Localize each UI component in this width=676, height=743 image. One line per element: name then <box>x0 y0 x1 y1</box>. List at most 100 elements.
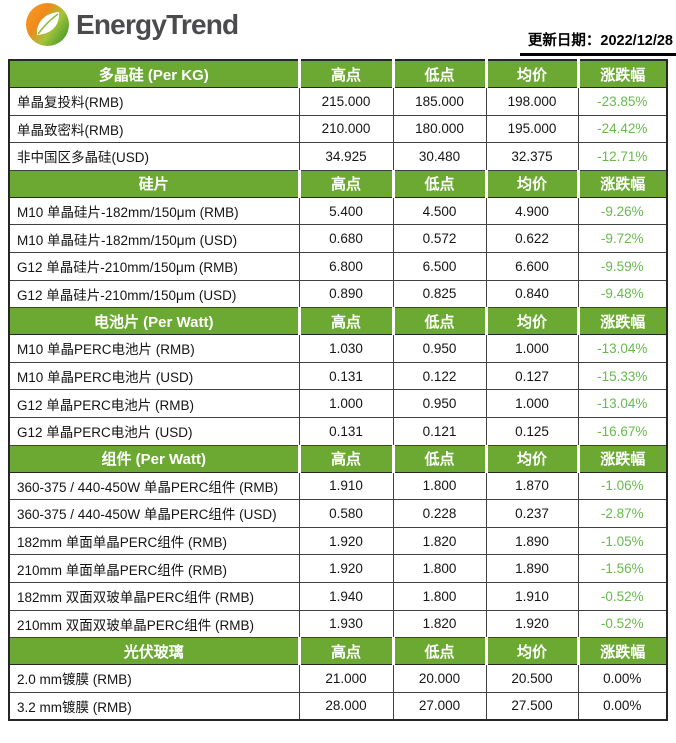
change-value: -23.85% <box>577 87 668 116</box>
column-header-average: 均价 <box>486 169 580 198</box>
logo-text: EnergyTrend <box>76 8 239 40</box>
item-name: G12 单晶硅片-210mm/150μm (RMB) <box>8 251 300 281</box>
high-value: 6.800 <box>298 251 394 281</box>
change-value: -1.05% <box>577 526 668 556</box>
column-header-low: 低点 <box>393 444 488 473</box>
table-row: M10 单晶硅片-182mm/150μm (RMB) 5.400 4.500 4… <box>8 196 668 226</box>
column-header-low: 低点 <box>393 59 488 88</box>
low-value: 0.950 <box>392 334 487 363</box>
change-value: -0.52% <box>577 581 668 611</box>
average-value: 1.890 <box>485 526 579 556</box>
item-name: 210mm 单面单晶PERC组件 (RMB) <box>8 554 300 583</box>
table-row: 非中国区多晶硅(USD) 34.925 30.480 32.375 -12.71… <box>8 142 668 171</box>
section-title: 组件 (Per Watt) <box>9 444 301 473</box>
price-table: 多晶硅 (Per KG) 高点 低点 均价 涨跌幅 单晶复投料(RMB) 215… <box>8 59 668 722</box>
table-row: 360-375 / 440-450W 单晶PERC组件 (USD) 0.580 … <box>8 499 668 528</box>
header: EnergyTrend 更新日期：2022/12/28 <box>0 0 676 57</box>
average-value: 0.127 <box>485 361 579 391</box>
column-header-average: 均价 <box>486 307 580 336</box>
high-value: 1.920 <box>298 554 394 583</box>
section-title: 多晶硅 (Per KG) <box>9 59 301 88</box>
column-header-average: 均价 <box>486 59 580 88</box>
high-value: 0.890 <box>298 279 394 309</box>
change-value: 0.00% <box>577 664 668 693</box>
column-header-average: 均价 <box>486 444 580 473</box>
high-value: 1.910 <box>298 471 394 501</box>
table-row: 210mm 单面单晶PERC组件 (RMB) 1.920 1.800 1.890… <box>8 554 668 583</box>
item-name: 单晶复投料(RMB) <box>8 87 300 116</box>
table-row: 3.2 mm镀膜 (RMB) 28.000 27.000 27.500 0.00… <box>8 691 668 721</box>
high-value: 1.000 <box>298 389 394 418</box>
high-value: 0.131 <box>298 416 394 446</box>
change-value: -9.59% <box>577 251 668 281</box>
energytrend-logo: EnergyTrend <box>26 3 239 46</box>
low-value: 0.121 <box>392 416 487 446</box>
column-header-average: 均价 <box>486 637 580 666</box>
energytrend-leaf-icon <box>26 3 69 46</box>
item-name: 182mm 单面单晶PERC组件 (RMB) <box>8 526 300 556</box>
high-value: 34.925 <box>298 142 394 171</box>
average-value: 198.000 <box>485 87 579 116</box>
column-header-high: 高点 <box>299 307 395 336</box>
table-row: M10 单晶PERC电池片 (USD) 0.131 0.122 0.127 -1… <box>8 361 668 391</box>
section-header-row: 组件 (Per Watt) 高点 低点 均价 涨跌幅 <box>9 444 667 473</box>
low-value: 0.950 <box>392 389 487 418</box>
column-header-low: 低点 <box>393 307 488 336</box>
average-value: 1.870 <box>485 471 579 501</box>
average-value: 0.840 <box>485 279 579 309</box>
high-value: 0.131 <box>298 361 394 391</box>
update-date: 更新日期：2022/12/28 <box>519 29 676 56</box>
item-name: G12 单晶PERC电池片 (RMB) <box>8 389 300 418</box>
low-value: 0.122 <box>392 361 487 391</box>
low-value: 4.500 <box>392 196 487 226</box>
item-name: 非中国区多晶硅(USD) <box>8 142 300 171</box>
change-value: -1.56% <box>577 554 668 583</box>
low-value: 0.825 <box>392 279 487 309</box>
page: EnergyTrend 更新日期：2022/12/28 多晶硅 (Per KG)… <box>0 0 676 722</box>
low-value: 185.000 <box>392 87 487 116</box>
table-row: G12 单晶PERC电池片 (USD) 0.131 0.121 0.125 -1… <box>8 416 668 446</box>
table-row: 2.0 mm镀膜 (RMB) 21.000 20.000 20.500 0.00… <box>8 664 668 693</box>
low-value: 1.820 <box>392 526 487 556</box>
average-value: 1.920 <box>485 609 579 639</box>
section-header-row: 光伏玻璃 高点 低点 均价 涨跌幅 <box>9 637 667 666</box>
column-header-change: 涨跌幅 <box>578 169 667 198</box>
update-date-label: 更新日期： <box>527 33 601 49</box>
high-value: 215.000 <box>298 87 394 116</box>
high-value: 1.030 <box>298 334 394 363</box>
low-value: 30.480 <box>392 142 487 171</box>
section-title: 电池片 (Per Watt) <box>9 307 301 336</box>
change-value: -9.26% <box>577 196 668 226</box>
average-value: 0.622 <box>485 224 579 253</box>
item-name: 182mm 双面双玻单晶PERC组件 (RMB) <box>8 581 300 611</box>
change-value: -15.33% <box>577 361 668 391</box>
low-value: 6.500 <box>392 251 487 281</box>
column-header-high: 高点 <box>299 444 395 473</box>
change-value: -1.06% <box>577 471 668 501</box>
column-header-low: 低点 <box>393 169 488 198</box>
low-value: 27.000 <box>392 691 487 721</box>
change-value: -24.42% <box>577 114 668 144</box>
update-date-value: 2022/12/28 <box>600 33 673 49</box>
table-row: 单晶复投料(RMB) 215.000 185.000 198.000 -23.8… <box>8 87 668 116</box>
table-row: G12 单晶硅片-210mm/150μm (USD) 0.890 0.825 0… <box>8 279 668 309</box>
table-row: 360-375 / 440-450W 单晶PERC组件 (RMB) 1.910 … <box>8 471 668 501</box>
table-row: 单晶致密料(RMB) 210.000 180.000 195.000 -24.4… <box>8 114 668 144</box>
section-header-row: 电池片 (Per Watt) 高点 低点 均价 涨跌幅 <box>9 307 667 336</box>
column-header-change: 涨跌幅 <box>578 59 667 88</box>
table-row: M10 单晶PERC电池片 (RMB) 1.030 0.950 1.000 -1… <box>8 334 668 363</box>
low-value: 1.800 <box>392 554 487 583</box>
average-value: 27.500 <box>485 691 579 721</box>
item-name: 360-375 / 440-450W 单晶PERC组件 (RMB) <box>8 471 300 501</box>
item-name: G12 单晶硅片-210mm/150μm (USD) <box>8 279 300 309</box>
average-value: 4.900 <box>485 196 579 226</box>
low-value: 0.572 <box>392 224 487 253</box>
high-value: 28.000 <box>298 691 394 721</box>
high-value: 1.930 <box>298 609 394 639</box>
item-name: 2.0 mm镀膜 (RMB) <box>8 664 300 693</box>
column-header-low: 低点 <box>393 637 488 666</box>
table-row: 182mm 双面双玻单晶PERC组件 (RMB) 1.940 1.800 1.9… <box>8 581 668 611</box>
item-name: M10 单晶PERC电池片 (USD) <box>8 361 300 391</box>
table-row: 182mm 单面单晶PERC组件 (RMB) 1.920 1.820 1.890… <box>8 526 668 556</box>
item-name: 3.2 mm镀膜 (RMB) <box>8 691 300 721</box>
